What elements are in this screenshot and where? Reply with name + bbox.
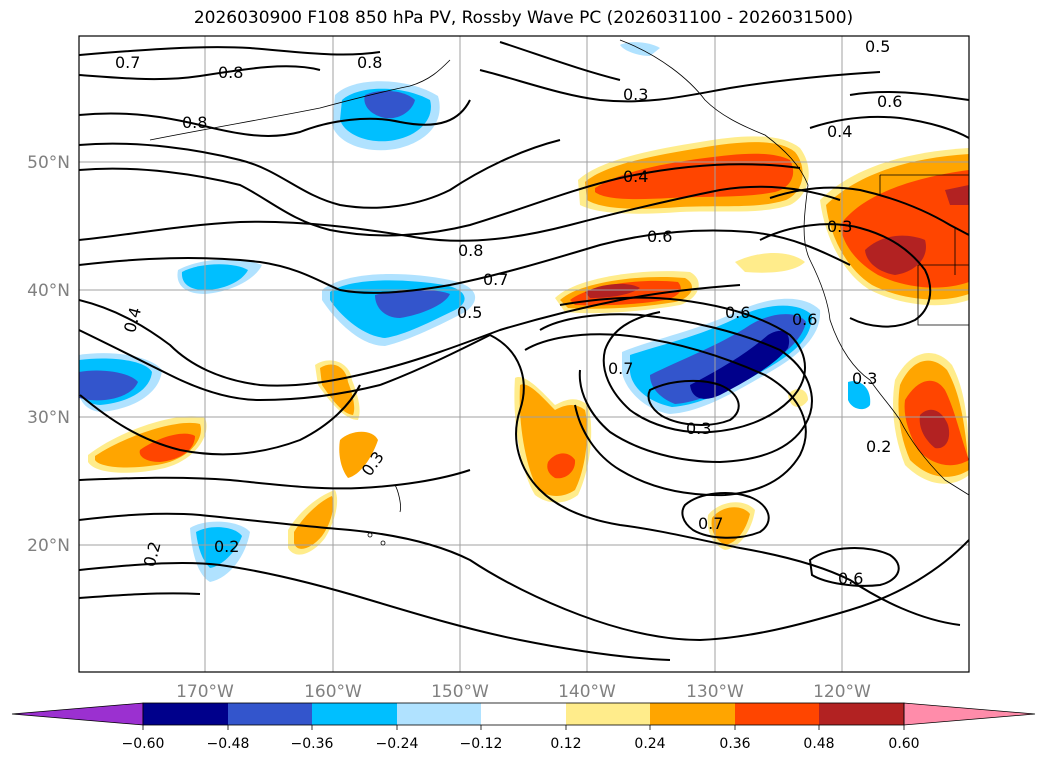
contour-label: 0.8: [357, 53, 382, 72]
contour-label: 0.4: [120, 305, 145, 335]
neg-anomaly-westedge-inner: [79, 370, 138, 401]
contour-label: 0.5: [865, 37, 890, 56]
contour-label: 0.3: [623, 85, 648, 104]
longitude-labels: 170°W 160°W 150°W 140°W 130°W 120°W: [176, 682, 871, 702]
contour-label: 0.5: [457, 303, 482, 322]
contour-label: 0.7: [115, 53, 140, 72]
colorbar-segment: [650, 703, 735, 725]
pos-anomaly-dateline-w-inner: [139, 433, 195, 462]
contour-label: 0.4: [623, 167, 648, 186]
lon-label-150w: 150°W: [431, 682, 489, 702]
neg-anomaly-coast: [848, 381, 871, 410]
colorbar-segment: [735, 703, 819, 725]
pos-anomaly-sliver3-core: [294, 496, 334, 549]
gridlines: [79, 36, 969, 672]
pos-anomaly-sliver2: [339, 431, 378, 478]
colorbar-segment: [397, 703, 481, 725]
pos-anomaly-bump: [788, 388, 808, 407]
contour-lines: [79, 41, 969, 661]
lat-label-20n: 20°N: [27, 536, 70, 556]
pos-anomaly-central-inner: [547, 453, 576, 479]
lat-label-30n: 30°N: [27, 408, 70, 428]
contour-labels: 0.7 0.8 0.8 0.8 0.5 0.3 0.6 0.4 0.4 0.6 …: [115, 37, 902, 588]
colorbar-tick-label: −0.36: [291, 736, 334, 752]
pos-anomaly-nw-us-inner2: [945, 185, 969, 205]
colorbar-extend-low: [11, 702, 144, 726]
contour-label: 0.2: [866, 437, 891, 456]
pos-anomaly-ne: [735, 253, 805, 273]
colorbar-segment: [228, 703, 312, 725]
contour-label: 0.8: [182, 113, 207, 132]
lon-label-160w: 160°W: [304, 682, 362, 702]
contour-label: 0.6: [877, 92, 902, 111]
contour-label: 0.4: [827, 122, 852, 141]
plot-title: 2026030900 F108 850 hPa PV, Rossby Wave …: [193, 8, 854, 28]
colorbar-segment: [143, 703, 228, 725]
contour-label: 0.8: [218, 63, 243, 82]
pos-anomaly-south-core: [711, 507, 750, 545]
contour-label: 0.2: [214, 537, 239, 556]
colorbar-tick-label: 0.12: [550, 736, 581, 752]
contour-label: 0.6: [838, 569, 863, 588]
colorbar-tick-label: −0.12: [460, 736, 503, 752]
contour-label: 0.3: [686, 419, 711, 438]
pos-anomaly-mexico-inner: [919, 409, 950, 449]
lat-label-50n: 50°N: [27, 153, 70, 173]
lon-label-170w: 170°W: [176, 682, 234, 702]
colorbar-tick-label: 0.60: [888, 736, 919, 752]
contour-label: 0.8: [458, 241, 483, 260]
neg-anomaly-hawaii-w-core: [196, 527, 242, 568]
colorbar-extend-high: [903, 702, 1036, 726]
contour-label: 0.7: [698, 514, 723, 533]
colorbar-segment: [566, 703, 650, 725]
contour-label: 0.3: [852, 369, 877, 388]
neg-anomaly-midpacific-inner: [375, 289, 450, 318]
contour-label: 0.7: [608, 359, 633, 378]
lon-label-130w: 130°W: [686, 682, 744, 702]
lon-label-140w: 140°W: [558, 682, 616, 702]
lat-label-40n: 40°N: [27, 281, 70, 301]
latitude-labels: 50°N 40°N 30°N 20°N: [27, 153, 70, 556]
contour-label: 0.6: [647, 227, 672, 246]
contour-label: 0.3: [827, 217, 852, 236]
pos-anomaly-mid-inner: [585, 283, 640, 298]
contour-label: 0.6: [792, 310, 817, 329]
map-frame: [78, 35, 970, 673]
colorbar-segment: [481, 703, 566, 725]
colorbar-tick-label: 0.24: [634, 736, 665, 752]
pos-anomaly-nw-us-inner: [865, 235, 926, 275]
lon-label-120w: 120°W: [813, 682, 871, 702]
contour-label: 0.2: [140, 539, 165, 569]
contour-label: 0.6: [725, 303, 750, 322]
contour-label: 0.7: [483, 270, 508, 289]
colorbar-segment: [312, 703, 397, 725]
colorbar-tick-label: −0.24: [376, 736, 419, 752]
neg-anomaly-gulf-inner: [364, 90, 415, 119]
colorbar-tick-label: −0.60: [122, 736, 165, 752]
colorbar-tick-label: 0.36: [719, 736, 750, 752]
neg-anomaly-small-west-core: [181, 264, 248, 290]
colorbar-tick-label: 0.48: [803, 736, 834, 752]
colorbar-tick-label: −0.48: [207, 736, 250, 752]
colorbar-segment: [819, 703, 904, 725]
colorbar: −0.60 −0.48 −0.36 −0.24 −0.12 0.12 0.24 …: [11, 702, 1036, 752]
